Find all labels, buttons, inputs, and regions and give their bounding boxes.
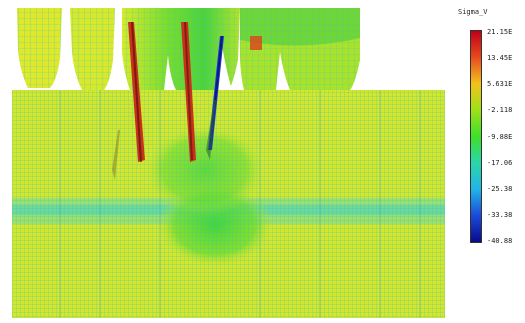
legend-title: Sigma_V (458, 8, 488, 16)
legend-tick-label: -17.06 (487, 158, 513, 167)
legend-tick-label: -40.88 (487, 237, 513, 245)
legend-tick-label: -33.38 (487, 210, 513, 219)
main-body (12, 90, 445, 318)
upper-columns (17, 8, 360, 90)
legend-tick-label: 21.15E (487, 28, 513, 36)
mesh-verticals (59, 90, 421, 318)
legend-tick-label: 5.631E (487, 80, 513, 89)
legend-tick-label: -9.88E (487, 132, 513, 141)
pile-shafts (112, 22, 224, 180)
legend-tick-label: 13.45E (487, 54, 513, 63)
legend-color-bar (470, 30, 482, 243)
legend-tick-label: -2.118 (487, 106, 513, 115)
legend-tick-label: -25.38 (487, 184, 513, 193)
